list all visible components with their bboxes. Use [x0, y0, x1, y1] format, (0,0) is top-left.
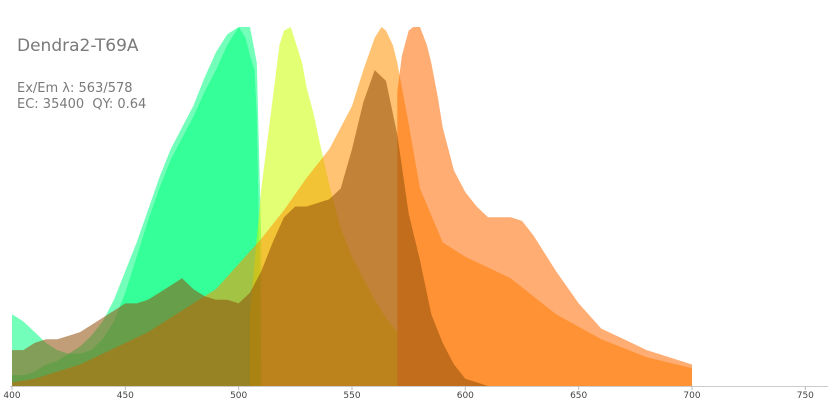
x-axis-ticks: 400 450 500 550 600 650 700 750 [3, 386, 814, 401]
x-tick-label-600: 600 [457, 391, 474, 401]
spectra-areas [12, 27, 692, 386]
x-tick-label-400: 400 [3, 391, 20, 401]
x-tick-label-750: 750 [797, 391, 814, 401]
x-tick-label-500: 500 [230, 391, 247, 401]
x-tick-label-650: 650 [570, 391, 587, 401]
ex-em-readout: Ex/Em λ: 563/578 [17, 81, 133, 96]
x-tick-label-550: 550 [343, 391, 360, 401]
spectrum-area-5 [397, 27, 692, 386]
ec-qy-readout: EC: 35400 QY: 0.64 [17, 97, 147, 112]
spectrum-area-6 [12, 70, 692, 386]
x-tick-label-450: 450 [117, 391, 134, 401]
chart-title: Dendra2-T69A [17, 36, 139, 56]
x-tick-label-700: 700 [683, 391, 700, 401]
